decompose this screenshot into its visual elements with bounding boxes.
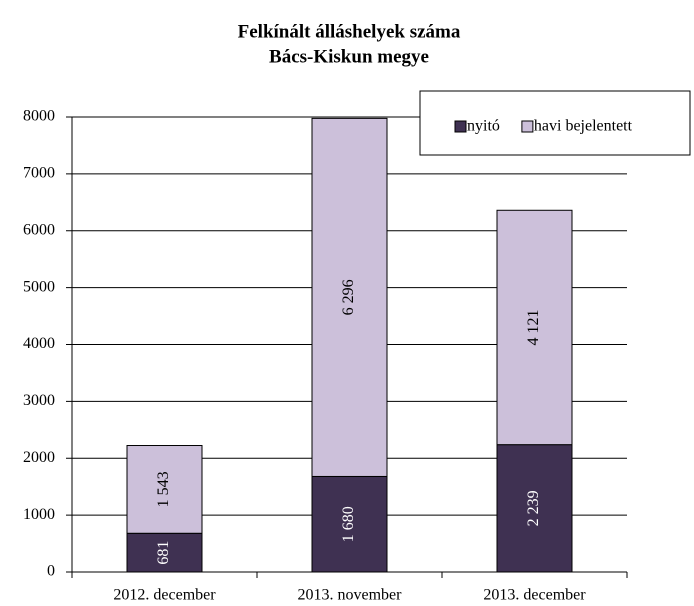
bar-segment	[496, 209, 573, 446]
data-label: 6 296	[340, 279, 357, 315]
bar-segment	[126, 445, 203, 534]
legend-swatch	[521, 120, 534, 133]
y-tick-label: 0	[47, 563, 55, 580]
bar-segment	[311, 475, 388, 573]
y-tick-label: 1000	[23, 506, 55, 523]
x-tick-label: 2012. december	[113, 587, 216, 604]
chart-title: Felkínált álláshelyek száma	[238, 21, 461, 42]
y-tick-label: 4000	[23, 335, 55, 352]
y-tick-label: 7000	[23, 165, 55, 182]
legend-label: nyitó	[467, 118, 500, 135]
bar-segment	[496, 444, 573, 573]
x-tick-label: 2013. december	[483, 587, 586, 604]
legend-label: havi bejelentett	[534, 118, 633, 135]
y-tick-label: 2000	[23, 449, 55, 466]
data-label: 681	[155, 541, 172, 565]
data-label: 2 239	[525, 490, 542, 526]
y-tick-label: 3000	[23, 392, 55, 409]
bar-segment	[311, 117, 388, 477]
x-tick-label: 2013. november	[298, 587, 403, 604]
y-tick-label: 5000	[23, 278, 55, 295]
y-tick-label: 6000	[23, 221, 55, 238]
y-tick-label: 8000	[23, 108, 55, 125]
data-label: 1 543	[155, 471, 172, 507]
data-label: 1 680	[340, 506, 357, 542]
legend-swatch	[454, 120, 467, 133]
data-label: 4 121	[525, 309, 542, 345]
chart-subtitle: Bács-Kiskun megye	[269, 46, 429, 67]
bar-segment	[126, 532, 203, 573]
